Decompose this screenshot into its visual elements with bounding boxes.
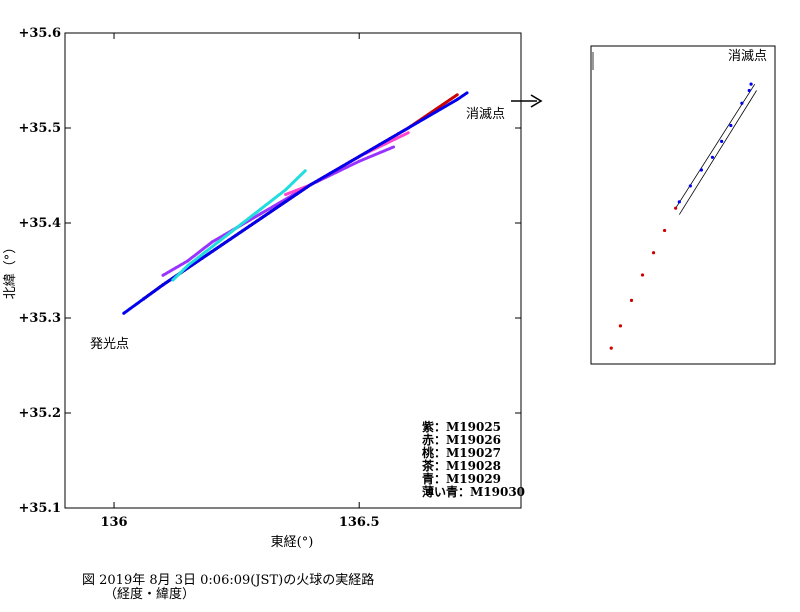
data-point (122, 311, 126, 315)
data-point (210, 240, 214, 244)
inset-plot-frame (590, 45, 776, 365)
y-tick-label: +35.4 (18, 216, 61, 231)
inset-data-point (740, 101, 744, 105)
legend-entry-m19025: 紫：M19025 (422, 419, 501, 434)
inset-data-point (618, 324, 623, 328)
series-4 (122, 91, 469, 315)
inset-plot: 消滅点 (590, 45, 776, 365)
y-tick-label: +35.1 (18, 501, 61, 516)
y-tick-label: +35.6 (18, 26, 61, 41)
legend-entry-m19028: 茶：M19028 (421, 458, 501, 473)
inset-trajectory-line (678, 90, 757, 215)
data-point (455, 98, 459, 101)
data-point (210, 250, 214, 253)
data-point (186, 264, 190, 268)
x-tick-label: 136.5 (339, 515, 380, 530)
x-axis: 136 136.5 (100, 33, 380, 530)
inset-data-point (651, 251, 656, 255)
inset-data-point (720, 139, 724, 143)
x-axis-label: 東経(°) (271, 534, 314, 550)
data-point (284, 188, 288, 192)
inset-series-0 (609, 206, 678, 350)
inset-data-point (749, 82, 753, 86)
data-point (186, 259, 190, 263)
inset-data-point (729, 123, 733, 128)
data-point (171, 278, 175, 282)
inset-data-point (674, 206, 678, 210)
x-tick-label: 136 (100, 515, 127, 530)
inset-data-point (609, 346, 613, 350)
data-point (465, 91, 469, 95)
data-point (259, 212, 263, 215)
data-point (284, 193, 288, 196)
legend-entry-m19029: 青：M19029 (422, 471, 501, 486)
figure-caption-subtitle: （経度・緯度） (104, 586, 195, 602)
data-point (303, 169, 307, 173)
data-point (161, 273, 165, 277)
data-point (357, 159, 361, 163)
inset-data-point (677, 200, 681, 204)
start-point-label: 発光点 (90, 337, 129, 352)
y-axis: +35.1 +35.2 +35.3 +35.4 +35.5 +35.6 (18, 26, 521, 516)
legend-entry-m19027: 桃：M19027 (422, 445, 501, 460)
data-point (357, 155, 361, 158)
series-5 (171, 169, 307, 282)
inset-data-point (629, 298, 634, 302)
legend: 紫：M19025 赤：M19026 桃：M19027 茶：M19028 青：M1… (421, 419, 525, 499)
series-1 (141, 93, 459, 301)
data-point (259, 216, 263, 220)
inset-data-point (747, 88, 751, 93)
inset-series-1 (677, 82, 753, 204)
data-point (161, 283, 165, 287)
data-point (141, 297, 145, 301)
legend-entry-m19030: 薄い青：M19030 (422, 484, 525, 499)
data-point (406, 126, 410, 130)
main-plot-frame (64, 32, 522, 509)
inset-data-point (688, 184, 692, 188)
data-point (455, 93, 459, 97)
data-point (406, 131, 410, 135)
figure-caption: 図 2019年 8月 3日 0:06:09(JST)の火球の実経路 (82, 572, 374, 588)
data-point (308, 183, 312, 187)
data-point (235, 226, 239, 230)
main-plot-marks (122, 91, 469, 315)
data-point (259, 207, 263, 211)
y-tick-label: +35.5 (18, 121, 61, 136)
inset-data-point (710, 155, 715, 159)
inset-trajectory-line (675, 83, 756, 209)
inset-data-point (640, 273, 645, 277)
inset-end-point-label: 消滅点 (728, 49, 767, 64)
data-point (210, 245, 214, 249)
inset-plot-marks (609, 82, 757, 350)
inset-data-point (663, 228, 667, 233)
y-tick-label: +35.2 (18, 406, 61, 421)
legend-entry-m19026: 赤：M19026 (422, 432, 501, 447)
inset-data-point (699, 168, 704, 172)
end-point-label: 消滅点 (466, 107, 505, 122)
main-plot: +35.1+35.2+35.3+35.4+35.5+35.6 136 136.5 … (3, 26, 525, 550)
data-point (392, 145, 396, 149)
y-tick-label: +35.3 (18, 311, 61, 326)
y-axis-label: 北緯（°） (3, 241, 18, 300)
arrow-right-icon (511, 94, 543, 108)
